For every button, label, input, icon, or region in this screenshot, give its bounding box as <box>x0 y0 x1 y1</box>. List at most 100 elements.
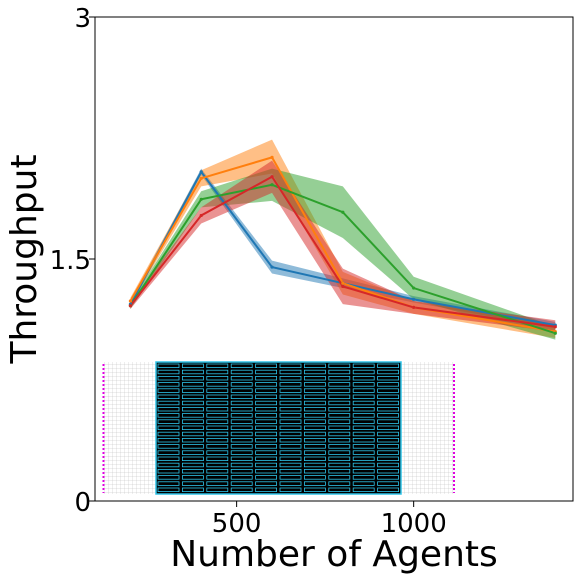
inset-shelf-cell <box>377 462 400 468</box>
inset-shelf-cell <box>352 413 375 418</box>
inset-shelf-cell <box>303 481 326 486</box>
inset-shelf-cell <box>279 388 302 393</box>
inset-shelf-cell <box>377 382 400 387</box>
inset-shelf-cell <box>303 431 326 437</box>
inset-shelf-cell <box>181 481 204 486</box>
warehouse-map-inset <box>102 361 455 495</box>
inset-shelf-cell <box>181 425 204 430</box>
inset-shelf-cell <box>157 456 180 461</box>
inset-shelf-cell <box>181 363 204 368</box>
inset-shelf-cell <box>230 375 253 381</box>
inset-shelf-cell <box>303 462 326 468</box>
y-axis-label: Throughput <box>4 154 45 364</box>
inset-shelf-cell <box>181 419 204 424</box>
inset-shelf-cell <box>206 475 229 480</box>
inset-shelf-cell <box>230 388 253 393</box>
y-axis-ticks: 01.53 <box>50 4 95 518</box>
inset-shelf-cell <box>303 400 326 406</box>
inset-shelf-cell <box>230 444 253 449</box>
series-3-point <box>553 331 557 335</box>
series-3-line <box>129 183 556 335</box>
inset-shelf-cell <box>352 400 375 406</box>
inset-shelf-cell <box>157 369 180 375</box>
inset-shelf-cell <box>352 456 375 461</box>
inset-shelf-cell <box>255 369 278 375</box>
inset-shelf-cell <box>157 394 180 399</box>
series-4-point <box>412 305 416 309</box>
inset-shelf-cell <box>328 382 351 387</box>
inset-shelf-cell <box>279 382 302 387</box>
inset-shelf-cell <box>377 450 400 455</box>
inset-shelf-cell <box>181 444 204 449</box>
series-lines <box>129 156 556 335</box>
inset-shelf-cell <box>206 456 229 461</box>
inset-shelf-cell <box>352 487 375 492</box>
inset-shelf-cell <box>377 456 400 461</box>
inset-shelf-cell <box>230 450 253 455</box>
inset-shelf-cell <box>377 363 400 368</box>
inset-shelf-cell <box>303 388 326 393</box>
inset-shelf-cell <box>206 444 229 449</box>
inset-shelf-cell <box>157 444 180 449</box>
inset-shelf-cell <box>230 431 253 437</box>
inset-shelf-cell <box>328 369 351 375</box>
inset-shelf-cell <box>206 419 229 424</box>
inset-shelf-cell <box>206 363 229 368</box>
inset-shelf-cell <box>377 431 400 437</box>
inset-shelf-cell <box>328 394 351 399</box>
inset-shelf-cell <box>328 456 351 461</box>
inset-shelf-cell <box>328 388 351 393</box>
inset-shelf-cell <box>181 450 204 455</box>
inset-shelf-cell <box>255 394 278 399</box>
inset-shelf-cell <box>279 363 302 368</box>
inset-shelf-cell <box>230 437 253 443</box>
inset-shelf-cell <box>279 369 302 375</box>
inset-shelf-cell <box>255 456 278 461</box>
inset-shelf-cell <box>181 437 204 443</box>
inset-shelf-cell <box>181 462 204 468</box>
inset-shelf-cell <box>352 437 375 443</box>
series-2-point <box>270 155 274 159</box>
inset-shelf-cell <box>279 481 302 486</box>
inset-shelf-cell <box>279 394 302 399</box>
inset-shelf-cell <box>157 487 180 492</box>
x-tick-label: 1000 <box>381 509 447 539</box>
inset-shelf-cell <box>377 406 400 412</box>
series-1-line <box>129 170 556 327</box>
x-tick-label: 500 <box>212 509 262 539</box>
series-3-point <box>270 183 274 187</box>
inset-shelf-cell <box>328 487 351 492</box>
inset-shelf-cell <box>352 419 375 424</box>
inset-shelf-cell <box>279 468 302 474</box>
inset-shelf-cell <box>206 462 229 468</box>
inset-shelf-cell <box>157 413 180 418</box>
series-points <box>128 155 557 335</box>
inset-shelf-cell <box>377 487 400 492</box>
inset-shelf-cell <box>181 388 204 393</box>
series-4-line <box>129 175 556 328</box>
inset-shelf-cell <box>377 394 400 399</box>
inset-shelf-cell <box>352 462 375 468</box>
series-4-point <box>341 284 345 289</box>
inset-shelf-cell <box>157 481 180 486</box>
series-4-point <box>270 175 274 179</box>
series-3-band <box>130 168 556 340</box>
inset-shelf-cell <box>230 406 253 412</box>
inset-shelf-cell <box>303 450 326 455</box>
inset-shelf-cell <box>303 437 326 443</box>
inset-shelf-cell <box>328 406 351 412</box>
inset-shelf-cell <box>157 388 180 393</box>
inset-shelf-cell <box>255 400 278 406</box>
inset-shelf-cell <box>303 468 326 474</box>
inset-shelf-cell <box>181 413 204 418</box>
inset-shelf-cell <box>181 382 204 387</box>
inset-shelf-cell <box>303 475 326 480</box>
inset-shelf-cell <box>181 487 204 492</box>
inset-shelf-cell <box>157 406 180 412</box>
x-axis-label: Number of Agents <box>170 534 498 575</box>
inset-shelf-cell <box>279 444 302 449</box>
inset-shelf-cell <box>255 363 278 368</box>
inset-shelf-cell <box>206 406 229 412</box>
series-4-point <box>199 213 203 218</box>
